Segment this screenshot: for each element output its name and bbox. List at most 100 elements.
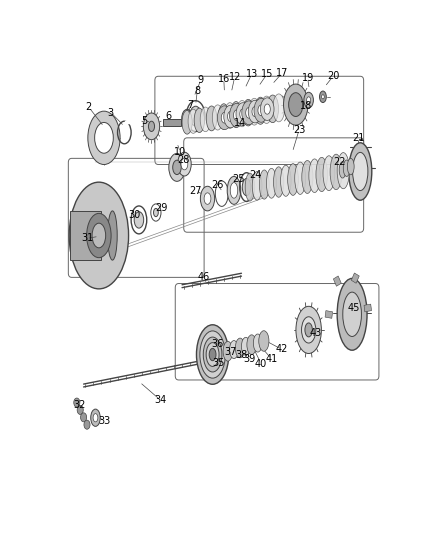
Ellipse shape — [181, 158, 188, 170]
Ellipse shape — [206, 343, 219, 366]
Ellipse shape — [296, 306, 321, 353]
Bar — [351, 273, 359, 283]
Ellipse shape — [261, 96, 272, 124]
Bar — [162, 119, 181, 126]
Text: 34: 34 — [154, 394, 166, 405]
Text: 16: 16 — [218, 74, 230, 84]
Ellipse shape — [343, 160, 350, 176]
Ellipse shape — [221, 112, 228, 123]
Ellipse shape — [289, 93, 303, 117]
Ellipse shape — [197, 325, 229, 384]
Ellipse shape — [337, 278, 367, 350]
Ellipse shape — [235, 338, 245, 358]
Ellipse shape — [227, 176, 241, 204]
Ellipse shape — [349, 143, 372, 200]
Ellipse shape — [321, 95, 324, 99]
Ellipse shape — [212, 105, 223, 130]
Ellipse shape — [242, 179, 251, 196]
Text: 37: 37 — [224, 347, 237, 357]
Ellipse shape — [200, 186, 215, 211]
Text: 29: 29 — [155, 204, 168, 213]
Text: 39: 39 — [244, 354, 256, 365]
Ellipse shape — [219, 104, 229, 129]
Ellipse shape — [281, 165, 291, 196]
Text: 10: 10 — [174, 147, 187, 157]
Text: 7: 7 — [187, 100, 194, 110]
Text: 14: 14 — [233, 118, 246, 128]
Text: 40: 40 — [255, 359, 267, 368]
Ellipse shape — [233, 110, 240, 120]
Ellipse shape — [184, 115, 190, 123]
Ellipse shape — [77, 406, 83, 415]
Ellipse shape — [249, 98, 260, 125]
Text: 17: 17 — [276, 68, 288, 78]
Text: 41: 41 — [265, 353, 277, 364]
Text: 2: 2 — [85, 102, 92, 112]
Ellipse shape — [305, 323, 312, 337]
Ellipse shape — [273, 167, 284, 197]
Ellipse shape — [258, 105, 265, 116]
Text: 23: 23 — [293, 125, 305, 135]
Ellipse shape — [224, 105, 237, 128]
Ellipse shape — [203, 337, 222, 372]
Ellipse shape — [267, 95, 279, 123]
Ellipse shape — [92, 223, 106, 248]
Ellipse shape — [339, 161, 346, 178]
Text: 33: 33 — [98, 416, 110, 426]
Ellipse shape — [143, 113, 159, 140]
Ellipse shape — [347, 158, 354, 175]
Ellipse shape — [259, 170, 269, 199]
Ellipse shape — [87, 213, 111, 257]
Text: 28: 28 — [177, 156, 190, 165]
Ellipse shape — [200, 107, 211, 132]
Ellipse shape — [178, 152, 191, 176]
Ellipse shape — [188, 109, 198, 133]
Bar — [333, 276, 341, 286]
Ellipse shape — [307, 97, 311, 103]
Text: 32: 32 — [73, 400, 85, 410]
Ellipse shape — [343, 292, 361, 336]
Ellipse shape — [217, 106, 232, 130]
Text: 36: 36 — [212, 339, 224, 349]
Ellipse shape — [169, 154, 185, 181]
Ellipse shape — [81, 413, 87, 422]
Text: 31: 31 — [81, 233, 93, 244]
Text: 24: 24 — [249, 170, 261, 180]
Text: 22: 22 — [334, 157, 346, 167]
Ellipse shape — [295, 162, 306, 195]
Ellipse shape — [69, 182, 129, 289]
Ellipse shape — [273, 94, 285, 122]
Text: 26: 26 — [212, 180, 224, 190]
Ellipse shape — [182, 109, 193, 128]
Ellipse shape — [245, 173, 254, 201]
Text: 3: 3 — [108, 108, 114, 118]
Text: 42: 42 — [276, 344, 288, 354]
Ellipse shape — [223, 342, 233, 361]
Ellipse shape — [252, 172, 262, 200]
Ellipse shape — [261, 98, 274, 120]
Ellipse shape — [288, 164, 298, 196]
Ellipse shape — [323, 156, 335, 191]
Ellipse shape — [224, 103, 235, 128]
Ellipse shape — [353, 152, 368, 191]
Ellipse shape — [230, 102, 242, 127]
Ellipse shape — [108, 211, 117, 260]
Ellipse shape — [93, 414, 98, 422]
Ellipse shape — [248, 100, 262, 123]
Ellipse shape — [247, 335, 256, 354]
Text: 20: 20 — [327, 71, 339, 81]
Ellipse shape — [148, 121, 155, 132]
Text: 27: 27 — [189, 186, 202, 196]
Text: 38: 38 — [235, 350, 247, 360]
Ellipse shape — [134, 212, 144, 228]
Ellipse shape — [240, 109, 246, 119]
Ellipse shape — [246, 108, 252, 118]
Text: 13: 13 — [246, 69, 258, 79]
Ellipse shape — [304, 92, 314, 108]
Ellipse shape — [84, 420, 90, 429]
Ellipse shape — [237, 101, 248, 127]
Ellipse shape — [253, 334, 262, 352]
Text: 5: 5 — [141, 116, 148, 126]
Ellipse shape — [190, 106, 201, 126]
Ellipse shape — [173, 160, 181, 175]
